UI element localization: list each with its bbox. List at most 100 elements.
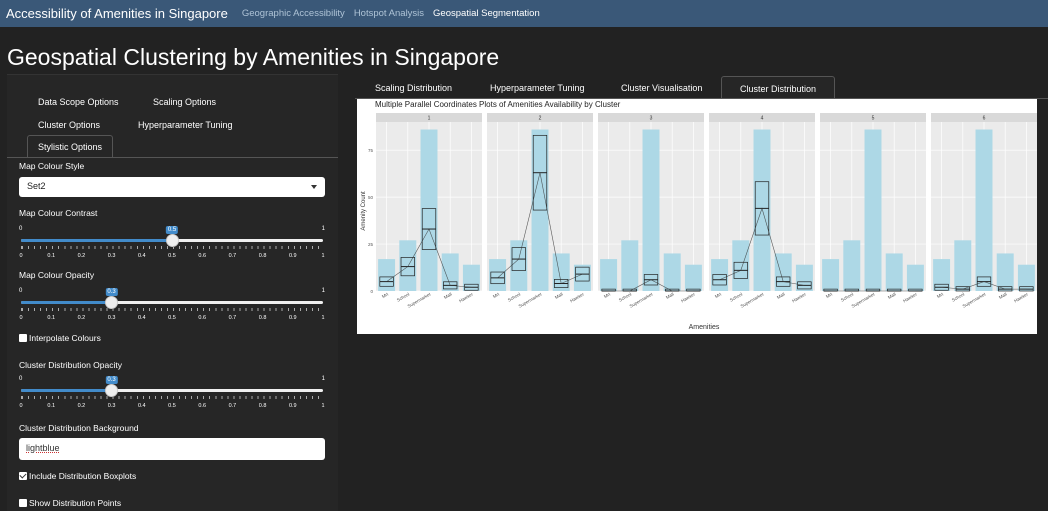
bar bbox=[732, 240, 750, 291]
slider-tick-label: 0.1 bbox=[47, 253, 56, 259]
checkbox-icon[interactable] bbox=[19, 499, 27, 507]
bar bbox=[753, 129, 771, 291]
show-points-label: Show Distribution Points bbox=[29, 498, 122, 508]
bar bbox=[573, 264, 591, 291]
slider-track[interactable] bbox=[21, 389, 323, 392]
tab-scaling-options[interactable]: Scaling Options bbox=[153, 97, 217, 107]
map-colour-contrast-slider[interactable]: 0 1 0.5 0 0.1 0.2 0.3 0.4 0.5 0.6 0.7 0.8 0.9 1 bbox=[19, 226, 325, 268]
navbar-brand[interactable]: Accessibility of Amenities in Singapore bbox=[6, 6, 228, 21]
slider-tick-label: 0.5 bbox=[168, 253, 176, 259]
slider-tick-label: 0.7 bbox=[228, 315, 237, 321]
bar bbox=[663, 253, 681, 291]
slider-fill bbox=[21, 239, 172, 242]
interpolate-colours-checkbox[interactable]: Interpolate Colours bbox=[19, 333, 101, 343]
slider-track[interactable] bbox=[21, 301, 323, 304]
map-colour-contrast-label: Map Colour Contrast bbox=[19, 208, 98, 218]
slider-tick-label: 0.8 bbox=[258, 403, 267, 409]
map-colour-style-select[interactable]: Set2 bbox=[19, 177, 325, 197]
facet-label: 5 bbox=[872, 116, 875, 122]
boxplot-box bbox=[575, 266, 590, 282]
slider-tick-label: 0.4 bbox=[137, 403, 146, 409]
x-tick-label: Supermarket bbox=[518, 291, 543, 309]
tab-cluster-options[interactable]: Cluster Options bbox=[38, 120, 101, 130]
x-tick-label: Mall bbox=[998, 292, 1008, 300]
bar bbox=[552, 253, 570, 291]
slider-max-label: 1 bbox=[321, 226, 325, 232]
slider-tick-label: 0.2 bbox=[77, 253, 86, 259]
series-line bbox=[608, 279, 694, 292]
slider-tick-label: 0.2 bbox=[77, 315, 86, 321]
nav-link-geographic-accessibility[interactable]: Geographic Accessibility bbox=[241, 8, 345, 19]
interpolate-colours-label: Interpolate Colours bbox=[29, 333, 101, 343]
nav-link-geospatial-segmentation[interactable]: Geospatial Segmentation bbox=[433, 8, 540, 19]
bar bbox=[822, 259, 840, 291]
slider-tick-label: 0.8 bbox=[258, 315, 267, 321]
checkbox-icon[interactable] bbox=[19, 334, 27, 342]
map-colour-style-value: Set2 bbox=[27, 181, 46, 191]
x-tick-label: School bbox=[729, 292, 743, 303]
map-colour-opacity-slider[interactable]: 0 1 0.3 0 0.1 0.2 0.3 0.4 0.5 0.6 0.7 0.8 0.9 1 bbox=[19, 288, 325, 330]
slider-tick-label: 0.6 bbox=[198, 403, 207, 409]
slider-tick-label: 0.1 bbox=[47, 403, 56, 409]
nav-link-hotspot-analysis[interactable]: Hotspot Analysis bbox=[353, 8, 425, 19]
x-tick-label: Hawker bbox=[680, 291, 696, 303]
tab-cluster-distribution[interactable]: Cluster Distribution bbox=[721, 76, 836, 99]
facet-label: 4 bbox=[761, 116, 764, 122]
y-tick-label: 75 bbox=[368, 148, 374, 153]
y-tick-label: 50 bbox=[368, 195, 374, 200]
bar bbox=[885, 253, 903, 291]
x-tick-label: Mrt bbox=[492, 291, 501, 299]
checkbox-checked-icon[interactable] bbox=[19, 472, 27, 480]
y-tick-label: 25 bbox=[368, 242, 374, 247]
slider-tick-label: 0.3 bbox=[107, 253, 116, 259]
x-tick-label: Mall bbox=[665, 292, 675, 300]
x-tick-label: School bbox=[507, 292, 521, 303]
cluster-distribution-plot: Multiple Parallel Coordinates Plots of A… bbox=[357, 99, 1037, 334]
x-tick-label: Hawker bbox=[902, 291, 918, 303]
slider-ticks bbox=[21, 246, 323, 249]
slider-fill bbox=[21, 389, 112, 392]
tab-hyperparameter-tuning-main[interactable]: Hyperparameter Tuning bbox=[490, 83, 585, 93]
include-boxplots-label: Include Distribution Boxplots bbox=[29, 471, 137, 481]
bar bbox=[378, 259, 396, 291]
cluster-distribution-background-input[interactable]: lightblue bbox=[19, 438, 325, 460]
slider-min-label: 0 bbox=[19, 226, 23, 232]
facet-label: 2 bbox=[539, 116, 542, 122]
slider-ticks bbox=[21, 396, 323, 399]
sidebar-panel: Data Scope Options Scaling Options Clust… bbox=[7, 74, 338, 511]
y-axis-title: Amenity Count bbox=[361, 191, 367, 231]
slider-tick-label: 0 bbox=[19, 253, 23, 259]
slider-ticks bbox=[21, 308, 323, 311]
series-line bbox=[386, 228, 472, 288]
include-boxplots-checkbox[interactable]: Include Distribution Boxplots bbox=[19, 471, 136, 481]
tab-hyperparameter-tuning[interactable]: Hyperparameter Tuning bbox=[138, 120, 233, 130]
tab-cluster-visualisation[interactable]: Cluster Visualisation bbox=[621, 83, 703, 93]
show-points-checkbox[interactable]: Show Distribution Points bbox=[19, 498, 121, 508]
cluster-distribution-opacity-slider[interactable]: 0 1 0.3 0 0.1 0.2 0.3 0.4 0.5 0.6 0.7 0.8 0.9 1 bbox=[19, 376, 325, 418]
bar bbox=[774, 253, 792, 291]
series-line bbox=[497, 172, 583, 284]
bar bbox=[420, 129, 438, 291]
slider-tick-label: 1 bbox=[321, 253, 325, 259]
x-tick-label: School bbox=[840, 292, 854, 303]
slider-value-badge: 0.3 bbox=[105, 288, 118, 296]
slider-tick-label: 0 bbox=[19, 403, 23, 409]
facet-label: 6 bbox=[983, 116, 986, 122]
facet-label: 1 bbox=[428, 116, 431, 122]
slider-tick-label: 0.9 bbox=[288, 403, 297, 409]
facet-strip bbox=[931, 113, 1037, 122]
x-tick-label: School bbox=[618, 292, 632, 303]
slider-min-label: 0 bbox=[19, 376, 23, 382]
series-line bbox=[941, 281, 1027, 290]
chart-title: Multiple Parallel Coordinates Plots of A… bbox=[375, 100, 621, 109]
boxplot-box bbox=[797, 281, 812, 290]
bar bbox=[600, 259, 618, 291]
slider-max-label: 1 bbox=[321, 376, 325, 382]
tab-data-scope-options[interactable]: Data Scope Options bbox=[38, 97, 119, 107]
slider-tick-label: 0.6 bbox=[198, 253, 207, 259]
tab-stylistic-options[interactable]: Stylistic Options bbox=[27, 135, 114, 158]
tab-scaling-distribution[interactable]: Scaling Distribution bbox=[375, 83, 453, 93]
facet-strip bbox=[709, 113, 815, 122]
slider-tick-label: 1 bbox=[321, 315, 325, 321]
x-tick-label: Mall bbox=[554, 292, 564, 300]
